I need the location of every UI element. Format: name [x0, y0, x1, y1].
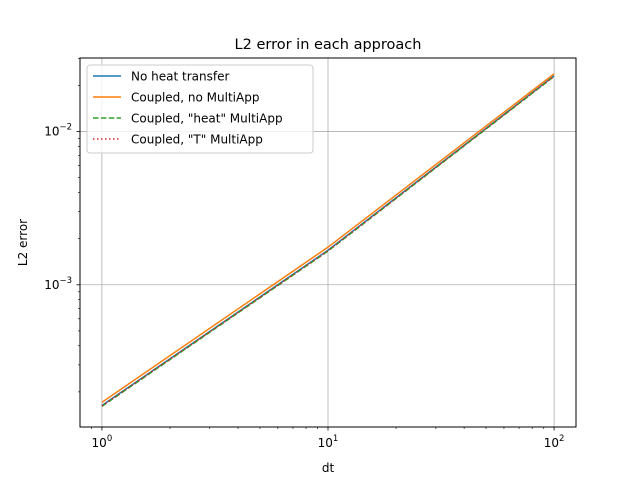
legend-label-1: No heat transfer — [131, 70, 229, 84]
legend-box — [86, 64, 314, 154]
legend-label-2: Coupled, no MultiApp — [131, 91, 259, 105]
series-line-4 — [101, 75, 555, 407]
y-axis-label: L2 error — [16, 219, 30, 266]
x-tick-label: 101 — [318, 434, 339, 450]
x-tick-label: 100 — [92, 434, 113, 450]
x-tick-label: 102 — [544, 434, 565, 450]
legend-label-3: Coupled, "heat" MultiApp — [131, 112, 283, 126]
x-axis-label: dt — [322, 461, 335, 475]
series-line-2 — [101, 73, 555, 403]
tick-layer: 100 101 102 10−3 10−2 — [44, 123, 564, 450]
chart-title: L2 error in each approach — [235, 37, 422, 53]
y-tick-label: 10−3 — [44, 276, 72, 292]
legend: No heat transfer Coupled, no MultiApp Coup… — [86, 64, 314, 154]
series-layer — [101, 73, 555, 407]
series-line-3 — [101, 75, 555, 407]
y-tick-label: 10−2 — [44, 123, 72, 139]
legend-label-4: Coupled, "T" MultiApp — [131, 133, 263, 147]
